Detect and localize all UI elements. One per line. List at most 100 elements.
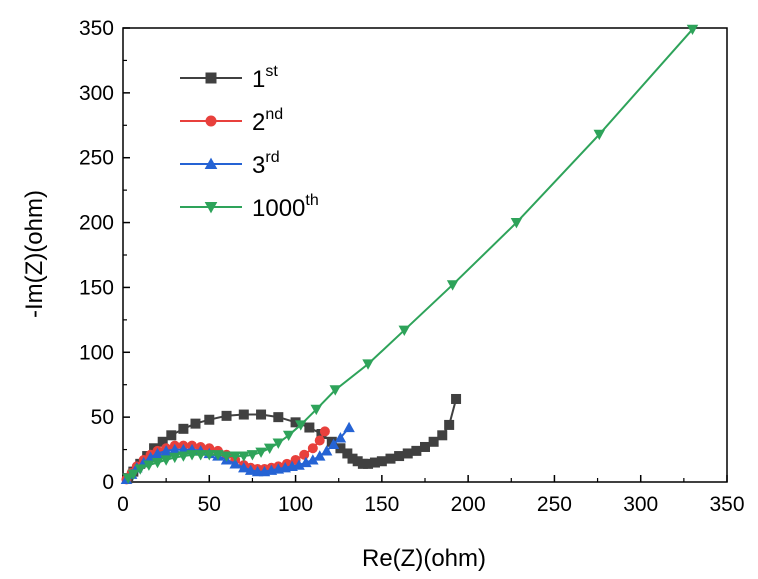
data-point [151, 447, 164, 459]
data-point [177, 451, 190, 462]
data-point [282, 430, 295, 442]
data-point [205, 72, 217, 84]
data-point [151, 457, 164, 469]
legend: 1st 2nd 3rd 1000th [180, 63, 319, 222]
legend-item: 1000th [180, 192, 319, 222]
data-point [402, 448, 413, 459]
data-point [272, 438, 285, 449]
data-point [437, 430, 448, 441]
data-point [212, 450, 224, 461]
data-point [327, 438, 340, 449]
data-point [178, 423, 189, 434]
x-tick-label: 350 [709, 493, 744, 516]
legend-item: 2nd [180, 106, 283, 136]
legend-label: 3rd [252, 149, 280, 179]
data-point [363, 458, 374, 469]
data-point [307, 454, 319, 465]
x-axis: 0 50 100 150 200 250 300 350 [117, 475, 745, 516]
legend-label: 2nd [252, 106, 283, 136]
data-point [220, 451, 233, 462]
data-point [194, 450, 207, 461]
data-point [290, 417, 301, 428]
y-tick-label: 250 [79, 147, 114, 170]
plot-frame [122, 27, 728, 483]
series-1 [123, 393, 462, 484]
data-point [398, 325, 411, 336]
data-point [169, 443, 181, 455]
data-point [304, 422, 315, 433]
data-point [343, 421, 355, 433]
data-point [229, 451, 241, 462]
data-point [300, 456, 312, 468]
data-point [320, 445, 333, 456]
series-layer [120, 24, 699, 485]
data-point [314, 435, 325, 446]
data-point [169, 452, 181, 464]
data-point [229, 458, 241, 469]
x-tick-label: 150 [364, 493, 399, 516]
legend-item: 3rd [180, 149, 280, 179]
data-point [593, 129, 606, 141]
data-point [335, 443, 346, 454]
y-tick-label: 200 [79, 212, 114, 235]
data-point [686, 24, 699, 36]
data-point [122, 473, 134, 484]
data-point [143, 460, 155, 471]
x-tick-label: 50 [198, 493, 221, 516]
data-point [204, 414, 215, 425]
data-point [352, 456, 363, 467]
data-point [385, 453, 396, 464]
data-point [204, 201, 218, 214]
series-4 [122, 24, 699, 484]
x-tick-label: 100 [278, 493, 313, 516]
data-point [420, 441, 430, 452]
data-point [299, 449, 310, 460]
y-tick-label: 50 [91, 406, 114, 429]
data-point [256, 409, 267, 420]
data-point [293, 459, 305, 470]
data-point [204, 157, 218, 170]
x-tick-label: 200 [451, 493, 486, 516]
data-point [319, 426, 330, 437]
data-point [244, 464, 257, 475]
legend-item: 1st [180, 63, 278, 93]
data-point [186, 450, 198, 461]
data-point [446, 280, 459, 291]
data-point [369, 457, 380, 468]
x-tick-label: 0 [117, 493, 129, 516]
data-point [362, 359, 374, 370]
data-point [444, 419, 455, 430]
x-axis-title: Re(Z)(ohm) [362, 545, 486, 572]
plot-frame-rect [122, 27, 728, 483]
data-point [160, 445, 172, 456]
y-tick-label: 350 [79, 17, 114, 40]
data-point [334, 432, 347, 443]
data-point [221, 410, 232, 421]
data-point [134, 464, 147, 475]
data-point [238, 409, 249, 420]
data-point [246, 450, 259, 461]
data-point [394, 451, 405, 462]
y-axis: 0 50 100 150 200 250 300 350 [79, 17, 130, 494]
data-point [255, 447, 267, 458]
y-tick-label: 100 [79, 341, 114, 364]
data-point [238, 461, 250, 473]
data-point [238, 451, 250, 462]
x-tick-label: 300 [623, 493, 658, 516]
data-point [428, 436, 439, 447]
data-point [203, 450, 216, 461]
data-point [294, 420, 307, 431]
y-axis-title: -Im(Z)(ohm) [21, 190, 48, 318]
data-point [205, 115, 217, 127]
data-point [357, 458, 368, 469]
data-point [342, 448, 353, 459]
data-point [263, 443, 276, 455]
data-point [310, 404, 323, 416]
series-line [127, 28, 694, 479]
data-point [166, 430, 177, 441]
data-point [160, 455, 172, 466]
legend-label: 1st [252, 63, 278, 93]
data-point [127, 469, 140, 480]
data-point [313, 450, 326, 461]
y-tick-label: 150 [79, 276, 114, 299]
